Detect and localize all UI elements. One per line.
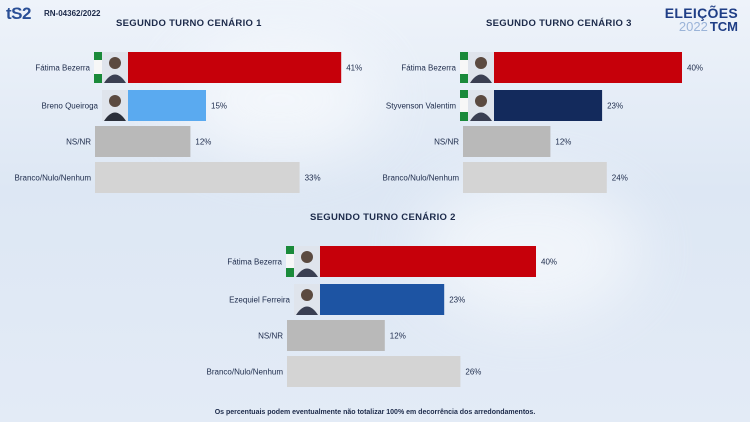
bar-1-2 <box>463 126 551 157</box>
eleicoes-brand: ELEIÇÕES 2022 TCM <box>665 6 738 33</box>
bar-1-1 <box>494 90 603 121</box>
bar-1-0 <box>494 52 682 83</box>
category-label: Branco/Nulo/Nenhum <box>383 174 460 183</box>
value-label: 15% <box>211 102 227 111</box>
footnote: Os percentuais podem eventualmente não t… <box>214 409 536 416</box>
bar-2-1 <box>320 284 445 315</box>
candidate-body-icon <box>470 112 492 121</box>
candidate-head-icon <box>301 289 313 301</box>
brand-year: 2022 <box>678 19 708 34</box>
brand-title: ELEIÇÕES <box>664 5 738 21</box>
value-label: 23% <box>607 102 623 111</box>
value-label: 24% <box>612 174 628 183</box>
bar-2-0 <box>320 246 536 277</box>
bar-2-2 <box>287 320 385 351</box>
bar-0-0 <box>128 52 342 83</box>
category-label: Branco/Nulo/Nenhum <box>15 174 92 183</box>
category-label: NS/NR <box>434 138 459 147</box>
category-label: Branco/Nulo/Nenhum <box>207 368 284 377</box>
category-label: Styvenson Valentim <box>386 102 456 111</box>
rn-flag-stripe <box>460 60 468 74</box>
category-label: NS/NR <box>66 138 91 147</box>
candidate-head-icon <box>109 57 121 69</box>
rn-flag-stripe <box>286 254 294 268</box>
candidate-head-icon <box>475 95 487 107</box>
bar-1-3 <box>463 162 607 193</box>
candidate-head-icon <box>475 57 487 69</box>
brand-tcm: TCM <box>709 19 738 34</box>
candidate-body-icon <box>296 268 318 277</box>
candidate-head-icon <box>301 251 313 263</box>
bar-0-1 <box>128 90 206 121</box>
category-label: Fátima Bezerra <box>227 258 282 267</box>
value-label: 12% <box>555 138 571 147</box>
value-label: 40% <box>687 64 703 73</box>
category-label: Fátima Bezerra <box>35 64 90 73</box>
bar-2-3 <box>287 356 461 387</box>
value-label: 12% <box>195 138 211 147</box>
chart-title-cenario-1: SEGUNDO TURNO CENÁRIO 1 <box>116 18 262 29</box>
candidate-body-icon <box>296 306 318 315</box>
value-label: 40% <box>541 258 557 267</box>
ts2-logo: tS2 <box>6 4 31 23</box>
chart-title-cenario-3: SEGUNDO TURNO CENÁRIO 3 <box>486 18 632 29</box>
registro-code: RN-04362/2022 <box>44 9 101 18</box>
candidate-body-icon <box>470 74 492 83</box>
category-label: Ezequiel Ferreira <box>229 296 290 305</box>
rn-flag-stripe <box>460 98 468 112</box>
value-label: 33% <box>305 174 321 183</box>
value-label: 12% <box>390 332 406 341</box>
category-label: NS/NR <box>258 332 283 341</box>
value-label: 41% <box>346 64 362 73</box>
category-label: Fátima Bezerra <box>401 64 456 73</box>
category-label: Breno Queiroga <box>42 102 99 111</box>
candidate-body-icon <box>104 74 126 83</box>
candidate-body-icon <box>104 112 126 121</box>
value-label: 26% <box>465 368 481 377</box>
bar-0-2 <box>95 126 191 157</box>
rn-flag-stripe <box>94 60 102 74</box>
bar-0-3 <box>95 162 300 193</box>
value-label: 23% <box>449 296 465 305</box>
candidate-head-icon <box>109 95 121 107</box>
chart-title-cenario-2: SEGUNDO TURNO CENÁRIO 2 <box>310 212 456 223</box>
